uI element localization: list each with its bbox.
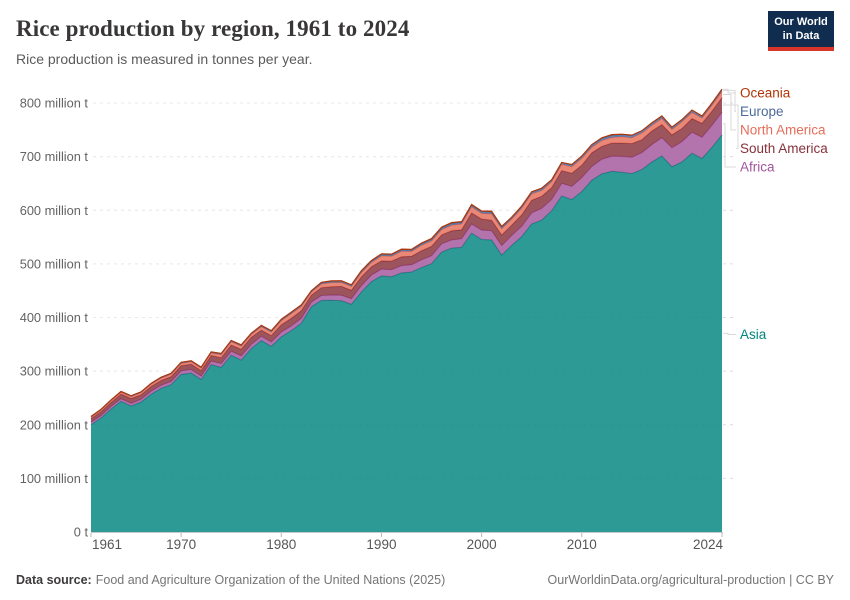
legend-label-europe[interactable]: Europe [740, 104, 784, 119]
area-asia[interactable] [91, 134, 722, 532]
y-axis: 0 t 100 million t 200 million t 300 million… [20, 96, 89, 540]
x-tick-1980: 1980 [266, 537, 296, 552]
x-tick-1970: 1970 [166, 537, 196, 552]
chart-footer: Data source: Food and Agriculture Organiz… [16, 573, 834, 587]
area-series [90, 88, 723, 532]
area-north-america[interactable] [91, 91, 722, 419]
y-tick-500: 500 million t [20, 256, 89, 271]
x-axis: 1961 1970 1980 1990 2000 2010 2024 [90, 532, 724, 552]
legend-label-south-america[interactable]: South America [740, 141, 828, 156]
page-title: Rice production by region, 1961 to 2024 [16, 16, 410, 41]
legend-label-oceania[interactable]: Oceania [740, 86, 791, 101]
edge-oceania [90, 88, 723, 417]
x-tick-1961: 1961 [92, 537, 122, 552]
y-tick-700: 700 million t [20, 149, 89, 164]
legend-label-asia[interactable]: Asia [740, 327, 767, 342]
owid-logo[interactable]: Our World in Data [768, 11, 834, 51]
x-tick-2010: 2010 [567, 537, 597, 552]
y-tick-100: 100 million t [20, 471, 89, 486]
owid-logo-line2: in Data [782, 30, 820, 43]
x-tick-1990: 1990 [366, 537, 396, 552]
y-tick-400: 400 million t [20, 310, 89, 325]
chart-subtitle: Rice production is measured in tonnes pe… [16, 51, 313, 67]
owid-logo-line1: Our World [774, 16, 828, 28]
legend-label-africa[interactable]: Africa [740, 160, 775, 175]
x-tick-2024: 2024 [693, 537, 724, 552]
y-tick-600: 600 million t [20, 203, 89, 218]
y-tick-200: 200 million t [20, 417, 89, 432]
data-source: Data source: Food and Agriculture Organiz… [16, 573, 445, 587]
legend: Oceania Europe North America South America A… [723, 86, 828, 342]
owid-link[interactable]: OurWorldinData.org/agricultural-producti… [547, 573, 834, 587]
legend-label-north-america[interactable]: North America [740, 123, 826, 138]
y-tick-800: 800 million t [20, 96, 89, 111]
y-tick-300: 300 million t [20, 364, 89, 379]
data-source-value: Food and Agriculture Organization of the… [95, 573, 446, 587]
y-tick-0: 0 t [74, 525, 89, 540]
area-africa[interactable] [91, 112, 722, 425]
x-tick-2000: 2000 [467, 537, 497, 552]
data-source-label: Data source: [16, 573, 92, 587]
